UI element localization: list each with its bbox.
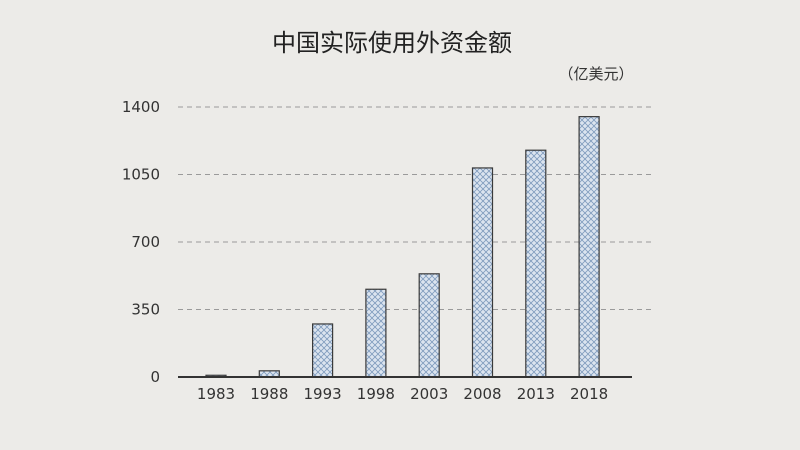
x-tick-label: 2008 xyxy=(463,385,501,403)
unit-label: （亿美元） xyxy=(558,65,633,83)
x-tick-label: 1983 xyxy=(197,385,235,403)
y-axis-ticks: 0 350 700 1050 1400 xyxy=(122,98,160,386)
y-tick-label: 1400 xyxy=(122,98,160,116)
x-tick-label: 2018 xyxy=(570,385,608,403)
x-tick-label: 2003 xyxy=(410,385,448,403)
chart-title: 中国实际使用外资金额 xyxy=(272,29,512,57)
bar-1998 xyxy=(365,288,387,378)
y-tick-label: 350 xyxy=(131,301,160,319)
x-tick-label: 1993 xyxy=(304,385,342,403)
bar-2018 xyxy=(578,116,600,378)
bar-2008 xyxy=(471,167,494,378)
gridlines xyxy=(178,106,655,310)
y-tick-label: 0 xyxy=(150,368,160,386)
x-tick-label: 1998 xyxy=(357,385,395,403)
x-tick-label: 1988 xyxy=(250,385,288,403)
x-axis-ticks: 1983 1988 1993 1998 2003 2008 2013 2018 xyxy=(197,385,608,403)
y-tick-label: 700 xyxy=(131,233,160,251)
x-tick-label: 2013 xyxy=(517,385,555,403)
bar-1993 xyxy=(312,323,334,378)
bar-2003 xyxy=(418,273,440,378)
y-tick-label: 1050 xyxy=(122,166,160,184)
bar-2013 xyxy=(525,149,547,378)
bars xyxy=(205,116,600,378)
